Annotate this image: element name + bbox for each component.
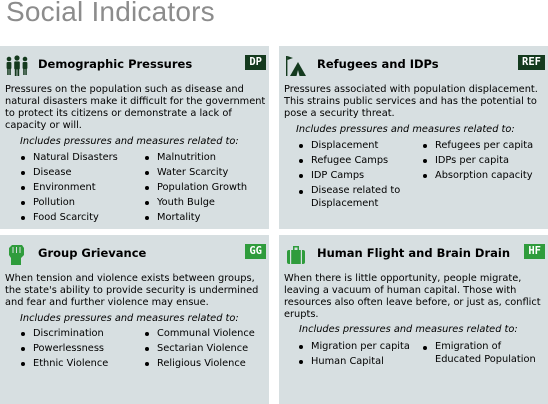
list-item: Disease related to Displacement — [299, 184, 421, 210]
measures-list-col1: Natural Disasters Disease Environment Po… — [21, 150, 118, 225]
measures-list-col2: Malnutrition Water Scarcity Population G… — [145, 150, 247, 225]
related-label: Includes pressures and measures related … — [299, 324, 518, 335]
panel-header: Group Grievance GG — [0, 235, 269, 269]
related-label: Includes pressures and measures related … — [20, 136, 239, 147]
measures-list-col2: Refugees per capita IDPs per capita Abso… — [423, 138, 533, 183]
panel-description: Pressures associated with population dis… — [284, 84, 538, 119]
list-item: Mortality — [145, 210, 247, 225]
panel-demographic-pressures: Demographic Pressures DP Pressures on th… — [0, 46, 269, 229]
panel-human-flight: Human Flight and Brain Drain HF When the… — [279, 235, 548, 404]
list-item: Emigration of Educated Population — [423, 340, 548, 366]
panel-badge: DP — [245, 55, 266, 70]
panel-description: Pressures on the population such as dise… — [5, 84, 266, 131]
list-item: Religious Violence — [145, 356, 255, 371]
panel-refugees-idps: Refugees and IDPs REF Pressures associat… — [279, 46, 548, 229]
related-label: Includes pressures and measures related … — [20, 313, 239, 324]
list-item: Natural Disasters — [21, 150, 118, 165]
list-item: Youth Bulge — [145, 195, 247, 210]
measures-list-col1: Migration per capita Human Capital — [299, 339, 410, 369]
panel-title: Refugees and IDPs — [317, 57, 439, 71]
panel-title: Group Grievance — [38, 246, 147, 260]
suitcase-icon — [287, 246, 305, 264]
measures-list-col1: Discrimination Powerlessness Ethnic Viol… — [21, 326, 108, 371]
panel-header: Refugees and IDPs REF — [279, 46, 548, 80]
list-item: Human Capital — [299, 354, 410, 369]
panel-description: When tension and violence exists between… — [5, 273, 259, 308]
panel-title: Demographic Pressures — [38, 57, 193, 71]
list-item: Powerlessness — [21, 341, 108, 356]
panel-header: Demographic Pressures DP — [0, 46, 269, 80]
list-item: Malnutrition — [145, 150, 247, 165]
panel-badge: HF — [524, 244, 545, 259]
list-item: Discrimination — [21, 326, 108, 341]
list-item: Refugee Camps — [299, 153, 421, 168]
list-item: Communal Violence — [145, 326, 255, 341]
panel-badge: GG — [245, 244, 266, 259]
measures-list-col2: Communal Violence Sectarian Violence Rel… — [145, 326, 255, 371]
list-item: Ethnic Violence — [21, 356, 108, 371]
fist-icon — [9, 245, 24, 265]
list-item: Absorption capacity — [423, 168, 533, 183]
tent-icon — [286, 56, 306, 76]
panel-badge: REF — [518, 55, 545, 70]
list-item: Migration per capita — [299, 339, 410, 354]
list-item: Refugees per capita — [423, 138, 533, 153]
list-item: Displacement — [299, 138, 421, 153]
list-item: Food Scarcity — [21, 210, 118, 225]
page-title: Social Indicators — [6, 0, 215, 27]
panel-group-grievance: Group Grievance GG When tension and viol… — [0, 235, 269, 404]
panel-title: Human Flight and Brain Drain — [317, 246, 511, 260]
measures-list-col2: Emigration of Educated Population — [423, 339, 548, 366]
measures-list-col1: Displacement Refugee Camps IDP Camps Dis… — [299, 138, 421, 210]
related-label: Includes pressures and measures related … — [296, 124, 515, 135]
panel-header: Human Flight and Brain Drain HF — [279, 235, 548, 269]
list-item: Disease — [21, 165, 118, 180]
list-item: Water Scarcity — [145, 165, 247, 180]
people-icon — [6, 55, 28, 76]
list-item: Population Growth — [145, 180, 247, 195]
list-item: Sectarian Violence — [145, 341, 255, 356]
list-item: IDPs per capita — [423, 153, 533, 168]
panel-description: When there is little opportunity, people… — [284, 273, 541, 320]
list-item: IDP Camps — [299, 168, 421, 183]
list-item: Pollution — [21, 195, 118, 210]
list-item: Environment — [21, 180, 118, 195]
